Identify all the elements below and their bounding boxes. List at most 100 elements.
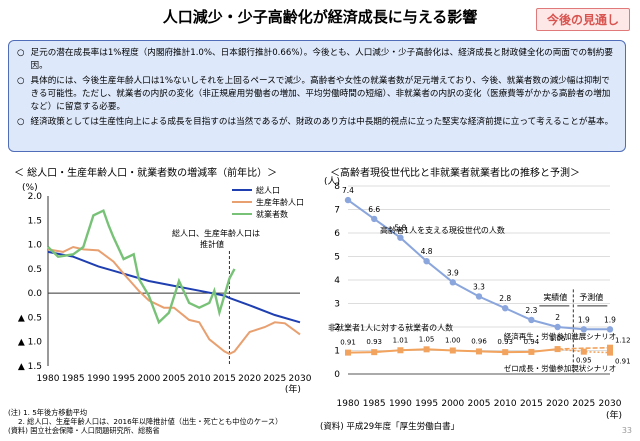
left-chart-title: ＜ 総人口・生産年齢人口・就業者数の増減率（前年比）＞ [14, 168, 278, 179]
summary-item: ○ 経済政策としては生産性向上による成長を目指すのは当然であるが、財政のあり方は… [17, 116, 617, 129]
data-label: 0.91 [340, 339, 356, 347]
y-axis-label: (%) [22, 183, 38, 193]
data-label: 0.95 [576, 357, 592, 365]
actual-label: 実績値 [543, 292, 567, 302]
y-tick-label: 8 [334, 182, 340, 192]
y-tick-label: 1 [334, 347, 340, 357]
series-point [554, 323, 561, 331]
series-point [580, 348, 587, 355]
x-tick-label: 2015 [520, 399, 543, 409]
y-tick-label: 0 [334, 370, 340, 380]
data-label: 0.96 [471, 337, 487, 345]
x-tick-label: 2010 [494, 399, 517, 409]
x-tick-label: 1990 [87, 374, 110, 384]
x-tick-label: 2030 [599, 399, 622, 409]
series-point [502, 305, 509, 312]
right-chart-title: ＜高齢者現役世代比と非就業者就業者比の推移と予測＞ [330, 168, 580, 179]
left-legend: 総人口 生産年齢人口 就業者数 [232, 184, 304, 220]
outlook-badge: 今後の見通し [535, 8, 630, 31]
bullet-mark: ○ [17, 48, 25, 58]
bullet-mark: ○ [17, 76, 25, 86]
x-tick-label: 2025 [263, 374, 286, 384]
y-tick-label: 1.0 [28, 241, 43, 251]
legend-swatch [232, 201, 252, 203]
series-point [423, 346, 430, 353]
y-tick-label: 0.5 [28, 265, 42, 275]
y-tick-label: 6 [334, 229, 340, 239]
data-label: 2 [555, 313, 560, 322]
x-tick-label: 2000 [137, 374, 160, 384]
series-point [371, 215, 378, 223]
series-name: 高齢者1人を支える現役世代の人数 [380, 225, 505, 235]
forecast-label: 予測値 [579, 292, 603, 302]
scenario-line [557, 348, 611, 354]
series-point [397, 347, 404, 354]
data-label: 1.9 [578, 315, 590, 324]
data-label: 1.00 [445, 337, 461, 345]
page-title: 人口減少・少子高齢化が経済成長に与える影響 [162, 8, 478, 26]
x-tick-label: 2025 [572, 399, 595, 409]
data-label: 3.3 [473, 282, 485, 291]
data-label: 1.9 [604, 315, 616, 324]
x-tick-label: 2010 [188, 374, 211, 384]
series-line [347, 199, 610, 331]
x-tick-label: 2020 [238, 374, 261, 384]
data-label: 1.06 [550, 335, 566, 343]
x-tick-label: 1990 [389, 399, 412, 409]
series-point [475, 293, 483, 300]
data-label: 0.93 [497, 338, 513, 346]
data-label: 0.93 [366, 338, 382, 346]
data-label: 2.8 [499, 294, 511, 303]
data-label: 4.8 [421, 247, 433, 256]
data-label: 2.3 [525, 306, 537, 315]
scenario-name: ゼロ成長・労働参加現状シナリオ [504, 363, 617, 373]
scenario-name: 経済再生・労働参加進展シナリオ [504, 331, 617, 341]
x-tick-label: 2000 [441, 399, 464, 409]
series-point [502, 349, 509, 356]
y-axis-label: (人) [324, 176, 340, 187]
summary-item: ○ 具体的には、今後生産年齢人口は1%ないしそれを上回るペースで減少。高齢者や女… [17, 75, 617, 114]
x-tick-label: 2005 [468, 399, 491, 409]
series-point [476, 348, 482, 355]
x-tick-label: 2030 [289, 374, 312, 384]
legend-label: 生産年齢人口 [256, 197, 304, 207]
data-label: 1.05 [419, 335, 435, 343]
series-point [371, 349, 378, 356]
series-point [423, 258, 430, 265]
x-tick-label: 1985 [62, 374, 85, 384]
y-tick-label: ▲ 1.0 [18, 338, 42, 348]
data-label: 7.4 [342, 186, 354, 195]
series-line [47, 208, 236, 325]
x-tick-label: 1980 [337, 399, 360, 409]
summary-item: ○ 足元の潜在成長率は1%程度（内閣府推計1.0%、日本銀行推計0.66%）。今… [17, 47, 617, 73]
x-tick-label: 1995 [415, 399, 438, 409]
summary-text: 経済政策としては生産性向上による成長を目指すのは当然であるが、財政のあり方は中長… [30, 117, 614, 127]
x-tick-label: 2015 [213, 374, 236, 384]
series-point [345, 349, 351, 356]
summary-text: 具体的には、今後生産年齢人口は1%ないしそれを上回るペースで減少。高齢者や女性の… [30, 76, 611, 112]
series-point [528, 316, 535, 324]
series-point [528, 348, 535, 355]
data-label: 5.8 [394, 224, 406, 233]
series-line [47, 245, 301, 356]
series-point [397, 234, 404, 241]
legend-label: 総人口 [256, 185, 280, 195]
y-tick-label: 2 [334, 323, 340, 333]
series-point [580, 326, 587, 333]
y-tick-label: 3 [334, 300, 340, 310]
summary-text: 足元の潜在成長率は1%程度（内閣府推計1.0%、日本銀行推計0.66%）。今後と… [30, 48, 613, 71]
y-tick-label: 7 [334, 206, 340, 216]
page-number: 33 [621, 426, 632, 435]
summary-box: ○ 足元の潜在成長率は1%程度（内閣府推計1.0%、日本銀行推計0.66%）。今… [8, 40, 626, 152]
data-label: 0.94 [524, 338, 540, 346]
right-chart: (人) 0 1 2 3 4 5 6 7 8 1980 1985 1990 1995 2000 2005 2010… [324, 176, 631, 421]
series-line [47, 250, 301, 324]
left-chart: (%)2.0 1.5 1.0 0.5 0.0 ▲ 0.5 ▲ 1.0 ▲ 1.5 1980 198… [18, 183, 312, 395]
series-point [607, 349, 613, 356]
x-tick-label: 2020 [546, 399, 569, 409]
data-label: 1.01 [393, 336, 409, 344]
data-label: 3.9 [447, 268, 459, 277]
y-tick-label: 2.0 [28, 192, 43, 202]
y-tick-label: ▲ 0.5 [18, 313, 42, 323]
note-2: 2. 総人口、生産年齢人口は、2016年以降推計値（出生・死亡とも中位のケース） [18, 417, 283, 426]
